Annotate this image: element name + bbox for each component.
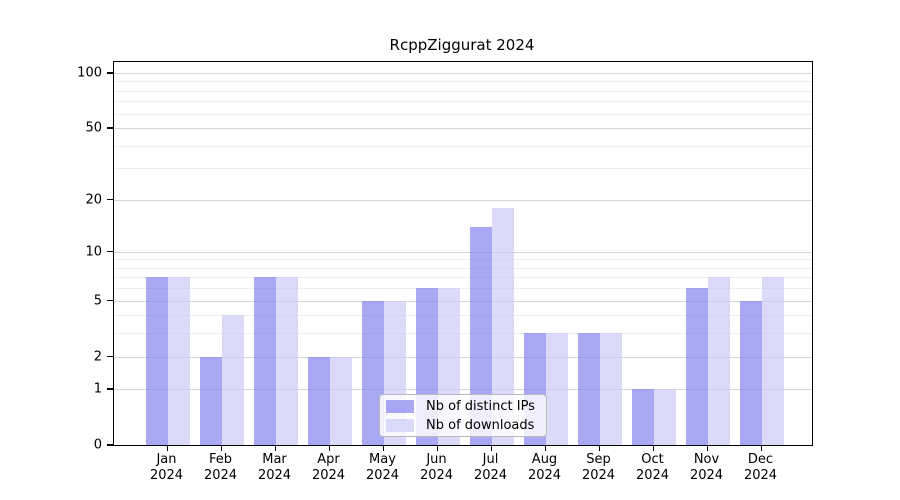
bar-downloads-aug (545, 333, 568, 445)
y-tick-label: 5 (93, 293, 102, 309)
legend-label-downloads: Nb of downloads (426, 417, 535, 433)
plot-area: Nb of distinct IPs Nb of downloads (113, 61, 813, 446)
y-tick-label: 0 (93, 437, 102, 453)
bar-distinct-ips-nov (685, 288, 708, 445)
bar-downloads-jan (167, 277, 190, 445)
y-gridline-major (114, 251, 812, 253)
legend-row-distinct-ips: Nb of distinct IPs (386, 399, 538, 414)
legend-swatch-downloads (386, 418, 414, 432)
legend-swatch-distinct-ips (386, 399, 414, 413)
y-gridline-minor (114, 168, 812, 170)
y-tick (107, 388, 113, 390)
y-gridline-minor (114, 259, 812, 261)
y-tick-label: 1 (93, 381, 102, 397)
x-tick (598, 445, 600, 451)
x-tick (166, 445, 168, 451)
y-gridline-minor (114, 81, 812, 83)
x-tick-label: Jun 2024 (419, 452, 454, 483)
x-tick-label: Nov 2024 (689, 452, 724, 483)
x-tick-label: Oct 2024 (635, 452, 670, 483)
y-gridline-major (114, 73, 812, 74)
y-gridline-minor (114, 277, 812, 279)
bar-distinct-ips-jul (469, 226, 492, 445)
x-tick (706, 445, 708, 451)
x-tick (220, 445, 222, 451)
x-tick-label: Aug 2024 (527, 452, 562, 483)
x-tick-label: Sep 2024 (581, 452, 616, 483)
y-tick-label: 100 (77, 65, 102, 81)
y-gridline-minor (114, 267, 812, 269)
bar-distinct-ips-oct (631, 389, 654, 445)
x-tick (490, 445, 492, 451)
legend-row-downloads: Nb of downloads (386, 418, 538, 433)
y-tick (107, 444, 113, 446)
y-gridline-major (114, 300, 812, 302)
bar-downloads-dec (761, 277, 784, 445)
bar-distinct-ips-dec (739, 300, 762, 445)
x-tick (760, 445, 762, 451)
y-tick (107, 299, 113, 302)
y-tick (107, 355, 113, 357)
y-tick-label: 10 (85, 244, 102, 260)
y-gridline-major (114, 389, 812, 391)
y-tick-label: 2 (93, 349, 102, 364)
y-gridline-major (114, 128, 812, 130)
y-gridline-minor (114, 90, 812, 92)
x-tick-label: Jul 2024 (473, 452, 508, 483)
x-tick (544, 445, 546, 451)
bar-distinct-ips-mar (253, 277, 276, 445)
x-tick (328, 445, 330, 451)
bar-downloads-apr (329, 356, 352, 445)
x-tick-label: Feb 2024 (203, 452, 238, 483)
y-tick-label: 50 (85, 120, 102, 136)
bar-distinct-ips-apr (307, 356, 330, 445)
x-tick-label: Dec 2024 (743, 452, 778, 483)
x-tick-label: Mar 2024 (257, 452, 292, 483)
y-tick (107, 198, 113, 201)
bar-distinct-ips-sep (577, 333, 600, 445)
chart-title: RcppZiggurat 2024 (389, 36, 535, 54)
y-tick-label: 20 (85, 192, 102, 208)
x-tick (274, 445, 276, 451)
bar-downloads-oct (653, 389, 676, 445)
bar-downloads-jul (491, 207, 514, 445)
bar-distinct-ips-may (361, 300, 384, 445)
y-tick (107, 72, 113, 74)
bar-downloads-mar (275, 277, 298, 445)
y-gridline-minor (114, 101, 812, 103)
x-tick (652, 445, 654, 451)
bar-distinct-ips-feb (199, 356, 222, 445)
legend: Nb of distinct IPs Nb of downloads (379, 394, 547, 437)
x-tick (382, 445, 384, 451)
y-gridline-minor (114, 333, 812, 335)
y-gridline-minor (114, 145, 812, 147)
y-tick (107, 127, 113, 129)
bar-downloads-sep (599, 333, 622, 445)
bar-downloads-feb (221, 315, 244, 445)
legend-label-distinct-ips: Nb of distinct IPs (426, 398, 535, 414)
x-tick-label: May 2024 (365, 452, 400, 483)
x-tick-label: Jan 2024 (149, 452, 184, 483)
y-gridline-major (114, 356, 812, 358)
x-tick-label: Apr 2024 (311, 452, 346, 483)
bar-distinct-ips-jan (145, 277, 168, 445)
y-gridline-major (114, 199, 812, 201)
y-tick (107, 250, 113, 253)
y-gridline-minor (114, 113, 812, 115)
y-gridline-minor (114, 288, 812, 290)
bar-downloads-nov (707, 277, 730, 445)
x-tick (436, 445, 438, 451)
y-gridline-minor (114, 315, 812, 317)
